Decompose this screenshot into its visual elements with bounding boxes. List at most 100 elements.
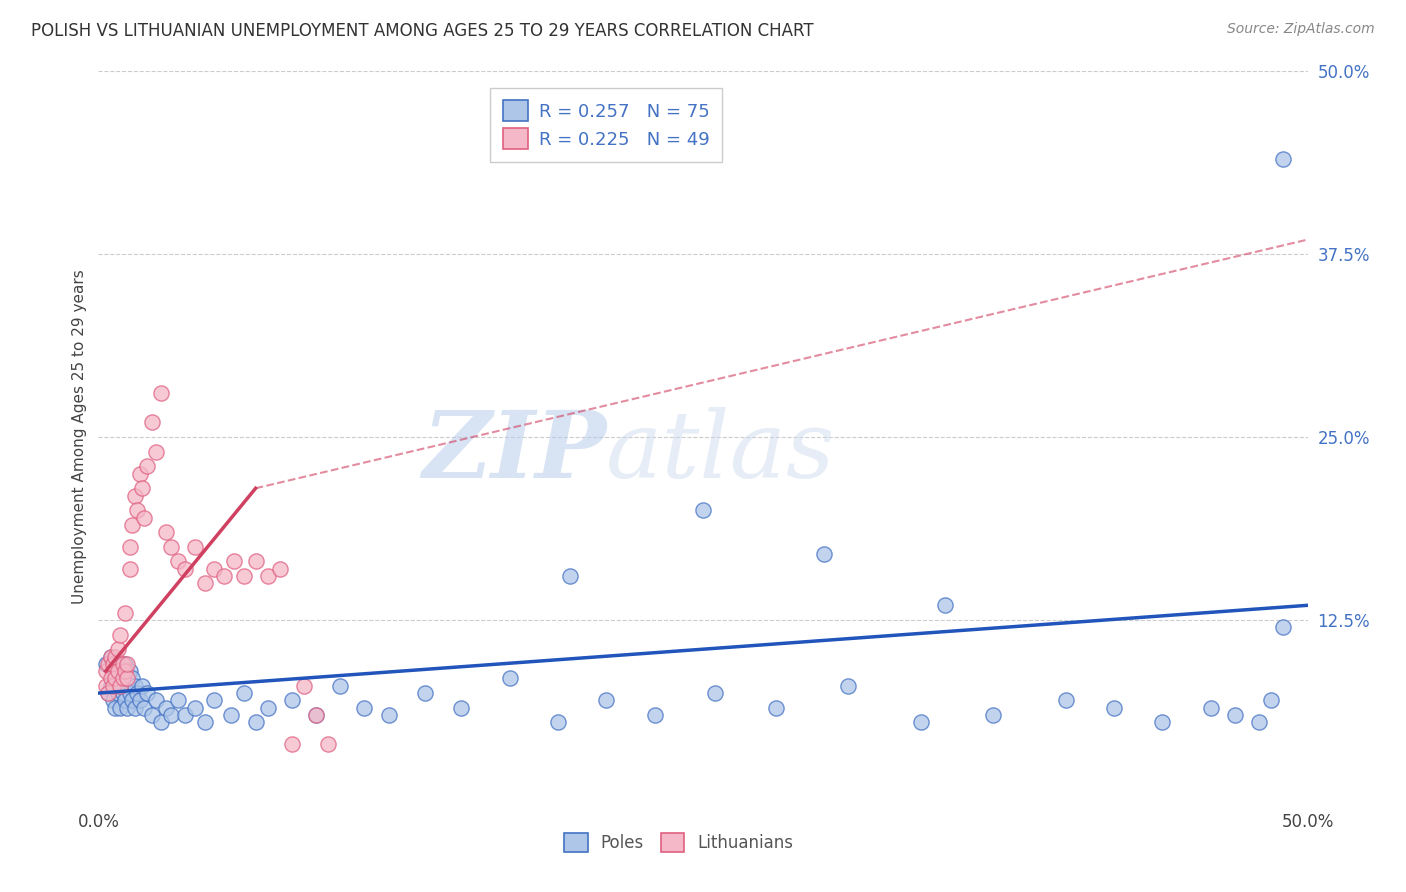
Point bbox=[108, 700, 131, 714]
Point bbox=[114, 693, 136, 707]
Point bbox=[108, 679, 131, 693]
Point bbox=[595, 693, 617, 707]
Point bbox=[104, 700, 127, 714]
Point bbox=[305, 708, 328, 723]
Point bbox=[281, 693, 304, 707]
Point bbox=[118, 686, 141, 700]
Text: ZIP: ZIP bbox=[422, 407, 606, 497]
Point bbox=[204, 562, 226, 576]
Text: Source: ZipAtlas.com: Source: ZipAtlas.com bbox=[1227, 22, 1375, 37]
Point bbox=[104, 672, 127, 686]
Point bbox=[121, 672, 143, 686]
Point bbox=[101, 693, 124, 707]
Point bbox=[167, 554, 190, 568]
Point bbox=[316, 737, 339, 751]
Point bbox=[377, 708, 399, 723]
Point bbox=[1272, 152, 1295, 166]
Point bbox=[135, 459, 157, 474]
Point bbox=[498, 672, 520, 686]
Point bbox=[127, 686, 149, 700]
Point bbox=[1223, 708, 1246, 723]
Point bbox=[934, 599, 956, 613]
Point bbox=[150, 386, 173, 401]
Point bbox=[94, 657, 117, 671]
Point bbox=[101, 657, 124, 671]
Point bbox=[245, 715, 267, 730]
Point bbox=[101, 679, 124, 693]
Point bbox=[184, 700, 207, 714]
Point bbox=[813, 547, 835, 561]
Point bbox=[118, 664, 141, 678]
Point bbox=[222, 554, 245, 568]
Point bbox=[97, 686, 120, 700]
Point bbox=[111, 657, 134, 671]
Point bbox=[108, 627, 131, 641]
Point bbox=[114, 657, 136, 671]
Text: POLISH VS LITHUANIAN UNEMPLOYMENT AMONG AGES 25 TO 29 YEARS CORRELATION CHART: POLISH VS LITHUANIAN UNEMPLOYMENT AMONG … bbox=[31, 22, 814, 40]
Point bbox=[108, 679, 131, 693]
Point bbox=[269, 562, 291, 576]
Point bbox=[117, 657, 139, 671]
Point bbox=[232, 569, 254, 583]
Point bbox=[292, 679, 315, 693]
Point bbox=[1249, 715, 1271, 730]
Point bbox=[413, 686, 436, 700]
Point bbox=[117, 700, 139, 714]
Point bbox=[558, 569, 581, 583]
Point bbox=[104, 679, 127, 693]
Point bbox=[111, 672, 134, 686]
Point bbox=[353, 700, 375, 714]
Point bbox=[981, 708, 1004, 723]
Point bbox=[127, 503, 149, 517]
Point bbox=[245, 554, 267, 568]
Point bbox=[117, 672, 139, 686]
Point bbox=[131, 481, 153, 495]
Point bbox=[305, 708, 328, 723]
Point bbox=[256, 569, 278, 583]
Point bbox=[107, 657, 129, 671]
Text: atlas: atlas bbox=[606, 407, 835, 497]
Point bbox=[134, 510, 156, 524]
Point bbox=[94, 664, 117, 678]
Point bbox=[100, 672, 122, 686]
Point bbox=[134, 700, 156, 714]
Point bbox=[128, 693, 150, 707]
Point bbox=[100, 649, 122, 664]
Point bbox=[1054, 693, 1077, 707]
Point bbox=[221, 708, 243, 723]
Point bbox=[121, 693, 143, 707]
Point bbox=[100, 649, 122, 664]
Point bbox=[124, 679, 146, 693]
Point bbox=[704, 686, 727, 700]
Point bbox=[118, 540, 141, 554]
Point bbox=[450, 700, 472, 714]
Point bbox=[167, 693, 190, 707]
Point bbox=[692, 503, 714, 517]
Point bbox=[131, 679, 153, 693]
Point bbox=[145, 693, 167, 707]
Point bbox=[232, 686, 254, 700]
Point bbox=[150, 715, 173, 730]
Point bbox=[97, 657, 120, 671]
Point bbox=[174, 708, 197, 723]
Point bbox=[141, 708, 163, 723]
Point bbox=[194, 576, 217, 591]
Point bbox=[107, 664, 129, 678]
Point bbox=[124, 700, 146, 714]
Point bbox=[1102, 700, 1125, 714]
Point bbox=[107, 672, 129, 686]
Point bbox=[155, 525, 177, 540]
Point bbox=[94, 679, 117, 693]
Point bbox=[765, 700, 787, 714]
Point bbox=[100, 679, 122, 693]
Point bbox=[111, 686, 134, 700]
Point bbox=[194, 715, 217, 730]
Point bbox=[97, 686, 120, 700]
Point bbox=[184, 540, 207, 554]
Point bbox=[111, 664, 134, 678]
Point bbox=[1152, 715, 1174, 730]
Point bbox=[101, 672, 124, 686]
Point bbox=[160, 708, 183, 723]
Point bbox=[104, 649, 127, 664]
Point bbox=[128, 467, 150, 481]
